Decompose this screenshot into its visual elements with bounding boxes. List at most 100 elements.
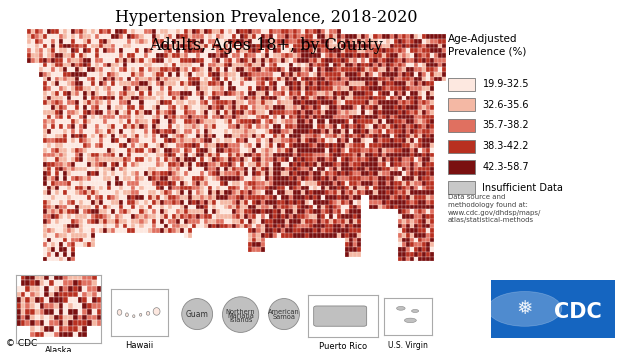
- Bar: [269, 44, 273, 48]
- Bar: [224, 186, 228, 190]
- Bar: [196, 100, 200, 105]
- Bar: [346, 171, 349, 176]
- Bar: [47, 176, 51, 181]
- Bar: [220, 39, 224, 44]
- Bar: [349, 176, 353, 181]
- Bar: [136, 157, 139, 162]
- Bar: [111, 91, 115, 96]
- Bar: [30, 34, 35, 39]
- Bar: [293, 53, 297, 58]
- Bar: [293, 186, 297, 190]
- Bar: [370, 100, 373, 105]
- Bar: [410, 138, 414, 143]
- Bar: [406, 58, 410, 63]
- Bar: [264, 105, 269, 110]
- Text: 42.3-58.7: 42.3-58.7: [482, 162, 529, 172]
- Bar: [155, 195, 160, 200]
- Bar: [59, 48, 63, 53]
- Bar: [276, 209, 281, 214]
- Bar: [325, 124, 329, 129]
- Bar: [273, 148, 276, 152]
- Bar: [438, 72, 442, 77]
- Bar: [51, 44, 55, 48]
- Bar: [261, 176, 264, 181]
- Bar: [414, 100, 418, 105]
- Bar: [176, 133, 180, 138]
- Bar: [216, 214, 220, 219]
- Bar: [377, 81, 382, 86]
- Bar: [418, 209, 422, 214]
- Bar: [139, 77, 143, 81]
- Bar: [276, 110, 281, 115]
- Bar: [422, 100, 426, 105]
- Bar: [115, 209, 119, 214]
- Bar: [321, 181, 325, 186]
- Bar: [47, 205, 51, 209]
- Bar: [309, 119, 313, 124]
- Bar: [172, 209, 176, 214]
- Bar: [341, 219, 346, 224]
- Bar: [236, 67, 240, 72]
- Bar: [200, 181, 204, 186]
- Bar: [115, 181, 119, 186]
- Bar: [426, 233, 430, 238]
- Bar: [358, 115, 361, 119]
- Bar: [172, 219, 176, 224]
- Bar: [172, 119, 176, 124]
- Bar: [377, 181, 382, 186]
- Bar: [329, 110, 333, 115]
- Bar: [313, 214, 317, 219]
- Bar: [382, 63, 385, 67]
- Bar: [103, 167, 107, 171]
- Bar: [305, 157, 309, 162]
- Bar: [42, 190, 47, 195]
- Bar: [321, 91, 325, 96]
- Bar: [168, 72, 172, 77]
- Bar: [382, 72, 385, 77]
- Bar: [341, 167, 346, 171]
- Bar: [44, 286, 49, 292]
- Bar: [184, 200, 188, 205]
- Bar: [30, 58, 35, 63]
- Bar: [414, 77, 418, 81]
- Bar: [329, 176, 333, 181]
- Bar: [414, 96, 418, 100]
- Bar: [341, 214, 346, 219]
- Bar: [51, 148, 55, 152]
- Bar: [75, 72, 79, 77]
- Bar: [111, 176, 115, 181]
- Bar: [281, 214, 285, 219]
- Bar: [236, 219, 240, 224]
- Bar: [228, 53, 232, 58]
- Bar: [333, 171, 337, 176]
- Bar: [176, 157, 180, 162]
- Bar: [422, 48, 426, 53]
- Bar: [172, 86, 176, 91]
- Bar: [160, 205, 164, 209]
- Bar: [410, 100, 414, 105]
- Bar: [329, 63, 333, 67]
- Bar: [402, 157, 406, 162]
- Bar: [228, 205, 232, 209]
- Bar: [333, 86, 337, 91]
- Bar: [67, 129, 71, 133]
- Bar: [385, 91, 390, 96]
- Bar: [30, 48, 35, 53]
- Bar: [47, 124, 51, 129]
- Bar: [273, 100, 276, 105]
- Bar: [63, 176, 67, 181]
- Bar: [329, 100, 333, 105]
- Bar: [139, 148, 143, 152]
- Bar: [353, 190, 358, 195]
- Bar: [430, 157, 434, 162]
- Bar: [67, 162, 71, 167]
- Bar: [410, 195, 414, 200]
- Bar: [131, 228, 136, 233]
- Bar: [99, 115, 103, 119]
- Bar: [385, 86, 390, 91]
- Bar: [333, 96, 337, 100]
- Bar: [180, 105, 184, 110]
- Bar: [390, 124, 394, 129]
- Bar: [30, 275, 35, 280]
- Bar: [44, 332, 49, 338]
